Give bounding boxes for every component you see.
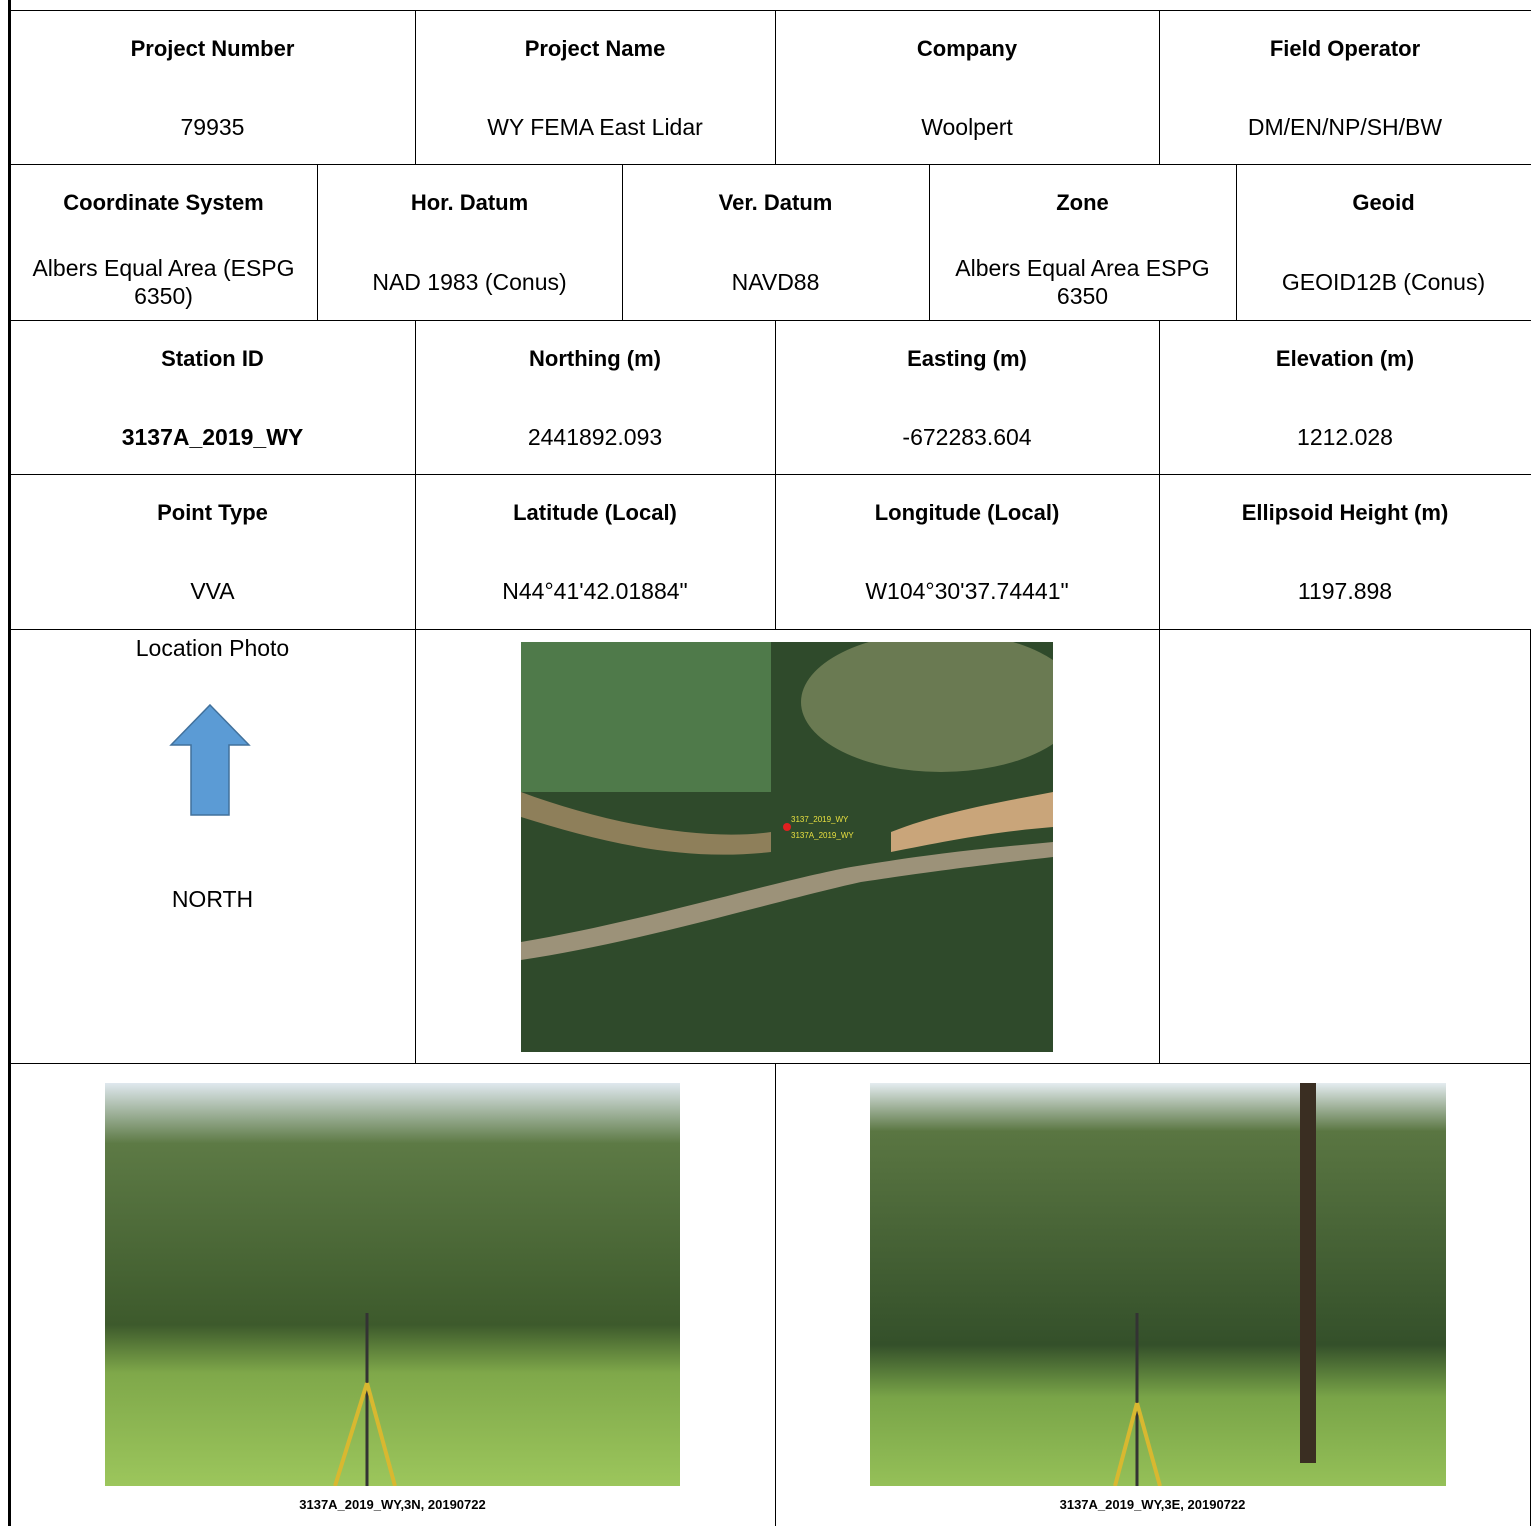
field-label: Geoid (1352, 190, 1415, 215)
field-cell: Ver. Datum NAVD88 (622, 164, 930, 321)
field-label: Point Type (157, 500, 268, 525)
field-cell: Project Number 79935 (10, 10, 416, 165)
photo-caption: 3137A_2019_WY,3E, 20190722 (1059, 1497, 1246, 1512)
field-value: DM/EN/NP/SH/BW (1247, 114, 1443, 140)
field-label: Ver. Datum (718, 190, 833, 215)
field-label: Elevation (m) (1275, 346, 1415, 371)
field-value: WY FEMA East Lidar (487, 114, 703, 140)
field-cell: Geoid GEOID12B (Conus) (1236, 164, 1531, 321)
north-arrow (169, 703, 251, 816)
field-cell: Ellipsoid Height (m) 1197.898 (1159, 474, 1531, 630)
field-cell: Easting (m) -672283.604 (775, 320, 1160, 475)
field-label: Ellipsoid Height (m) (1241, 500, 1449, 525)
satellite-map: 3137_2019_WY 3137A_2019_WY (521, 642, 1053, 1052)
field-cell: Latitude (Local) N44°41'42.01884" (415, 474, 776, 630)
top-border (10, 10, 1531, 11)
field-label: Easting (m) (907, 346, 1027, 371)
field-cell: Project Name WY FEMA East Lidar (415, 10, 776, 165)
field-label: Company (916, 36, 1018, 61)
field-label: Hor. Datum (410, 190, 529, 215)
field-value: 1212.028 (1297, 424, 1393, 450)
field-value: W104°30'37.74441" (865, 578, 1069, 604)
field-label: Longitude (Local) (874, 500, 1060, 525)
map-label: 3137_2019_WY (791, 815, 849, 824)
field-cell: Company Woolpert (775, 10, 1160, 165)
photo-caption: 3137A_2019_WY,3N, 20190722 (299, 1497, 486, 1512)
field-label: Coordinate System (63, 190, 264, 215)
north-label: NORTH (171, 886, 254, 912)
field-value: GEOID12B (Conus) (1281, 269, 1486, 295)
field-label: Northing (m) (529, 346, 661, 371)
field-cell: Northing (m) 2441892.093 (415, 320, 776, 475)
field-value: NAVD88 (731, 269, 820, 295)
field-label: Project Number (130, 36, 295, 61)
field-label: Field Operator (1269, 36, 1421, 61)
field-cell: Station ID 3137A_2019_WY (10, 320, 416, 475)
field-cell: Elevation (m) 1212.028 (1159, 320, 1531, 475)
field-cell: Hor. Datum NAD 1983 (Conus) (317, 164, 623, 321)
field-value: 1197.898 (1297, 578, 1393, 604)
photo-cell: 3137A_2019_WY,3E, 20190722 (775, 1063, 1531, 1526)
site-photo-north (105, 1083, 680, 1486)
site-photo-east (870, 1083, 1446, 1486)
field-cell: Point Type VVA (10, 474, 416, 630)
field-value: 79935 (180, 114, 245, 140)
empty-cell (1159, 629, 1531, 1064)
field-value: 3137A_2019_WY (121, 424, 304, 450)
field-value: Albers Equal Area ESPG 6350 (955, 255, 1210, 309)
left-border (8, 0, 11, 1526)
field-cell: Longitude (Local) W104°30'37.74441" (775, 474, 1160, 630)
field-value: 2441892.093 (527, 424, 663, 450)
field-label: Station ID (161, 346, 264, 371)
field-value: N44°41'42.01884" (502, 578, 688, 604)
field-value: VVA (190, 578, 235, 604)
field-cell: Coordinate System Albers Equal Area (ESPG… (10, 164, 318, 321)
field-value: Albers Equal Area (ESPG 6350) (32, 255, 295, 309)
field-value: -672283.604 (902, 424, 1032, 450)
location-label: Location Photo (135, 635, 290, 661)
location-cell: Location Photo NORTH (10, 629, 416, 1064)
map-label: 3137A_2019_WY (791, 831, 854, 840)
field-label: Zone (1056, 190, 1109, 215)
field-cell: Field Operator DM/EN/NP/SH/BW (1159, 10, 1531, 165)
photo-cell: 3137A_2019_WY,3N, 20190722 (10, 1063, 776, 1526)
field-label: Latitude (Local) (513, 500, 677, 525)
field-value: Woolpert (921, 114, 1013, 140)
field-cell: Zone Albers Equal Area ESPG 6350 (929, 164, 1237, 321)
field-label: Project Name (524, 36, 666, 61)
field-value: NAD 1983 (Conus) (372, 269, 567, 295)
map-cell: 3137_2019_WY 3137A_2019_WY (415, 629, 1160, 1064)
